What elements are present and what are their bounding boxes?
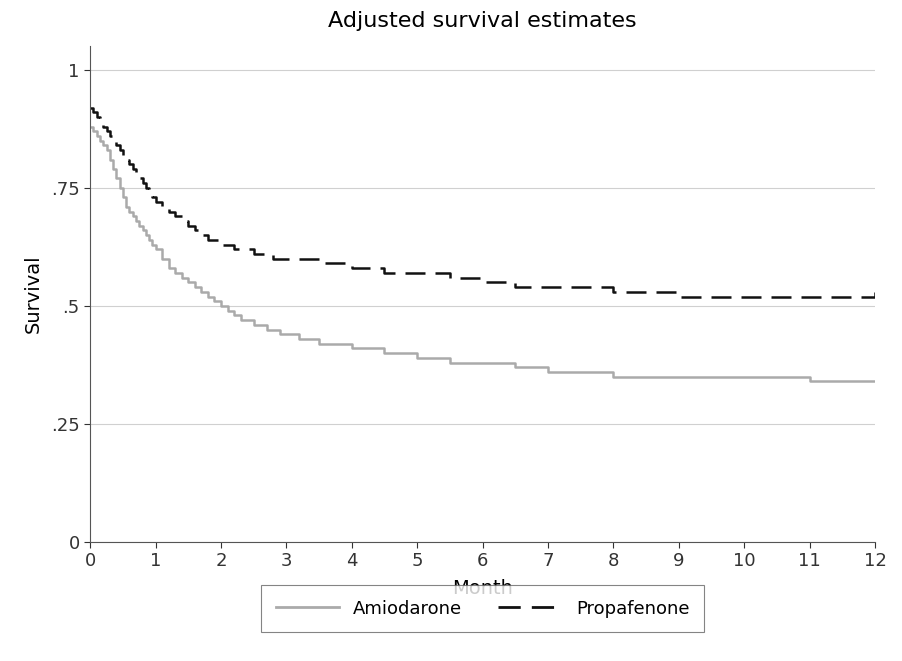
Propafenone	[870, 288, 880, 295]
Propafenone	[183, 221, 194, 229]
Propafenone	[117, 151, 128, 159]
Propafenone	[804, 293, 815, 301]
Propafenone	[228, 245, 239, 253]
Amiodarone	[117, 194, 128, 202]
Propafenone	[673, 293, 684, 301]
Propafenone	[147, 194, 158, 202]
Propafenone	[97, 122, 108, 130]
Propafenone	[216, 241, 226, 249]
Propafenone	[133, 175, 144, 182]
Propafenone	[170, 212, 180, 220]
Propafenone	[268, 254, 279, 262]
Propafenone	[202, 236, 213, 244]
Propafenone	[608, 288, 619, 295]
Propafenone	[445, 274, 456, 282]
Propafenone	[157, 203, 168, 211]
Amiodarone	[105, 155, 115, 163]
Propafenone	[176, 217, 188, 225]
Propafenone	[111, 141, 122, 149]
Propafenone	[107, 137, 118, 145]
Line: Amiodarone: Amiodarone	[90, 126, 875, 381]
Propafenone	[141, 184, 152, 192]
Amiodarone	[510, 364, 520, 371]
Propafenone	[542, 283, 553, 291]
Amiodarone	[870, 377, 880, 385]
Propafenone	[124, 161, 135, 169]
Propafenone	[95, 118, 106, 126]
Line: Propafenone: Propafenone	[90, 108, 875, 297]
Propafenone	[88, 108, 99, 116]
Propafenone	[101, 128, 112, 136]
Propafenone	[131, 170, 142, 178]
Propafenone	[248, 250, 259, 258]
X-axis label: Month: Month	[452, 579, 513, 598]
Propafenone	[105, 132, 115, 140]
Propafenone	[189, 227, 200, 235]
Propafenone	[739, 293, 750, 301]
Amiodarone	[150, 245, 161, 253]
Propafenone	[163, 208, 174, 215]
Amiodarone	[739, 373, 750, 381]
Propafenone	[209, 236, 220, 244]
Amiodarone	[85, 122, 96, 130]
Propafenone	[196, 231, 207, 239]
Propafenone	[137, 179, 148, 187]
Propafenone	[477, 278, 488, 286]
Amiodarone	[804, 377, 815, 385]
Propafenone	[314, 260, 325, 268]
Propafenone	[150, 198, 161, 206]
Propafenone	[85, 104, 96, 112]
Legend: Amiodarone, Propafenone: Amiodarone, Propafenone	[261, 585, 704, 632]
Propafenone	[127, 165, 138, 173]
Y-axis label: Survival: Survival	[23, 255, 42, 333]
Propafenone	[121, 155, 132, 163]
Propafenone	[411, 269, 422, 277]
Title: Adjusted survival estimates: Adjusted survival estimates	[328, 11, 637, 31]
Amiodarone	[127, 212, 138, 220]
Propafenone	[115, 146, 125, 154]
Propafenone	[346, 264, 357, 272]
Propafenone	[510, 283, 520, 291]
Propafenone	[379, 269, 390, 277]
Propafenone	[91, 113, 102, 121]
Propafenone	[281, 254, 291, 262]
Propafenone	[143, 188, 154, 196]
